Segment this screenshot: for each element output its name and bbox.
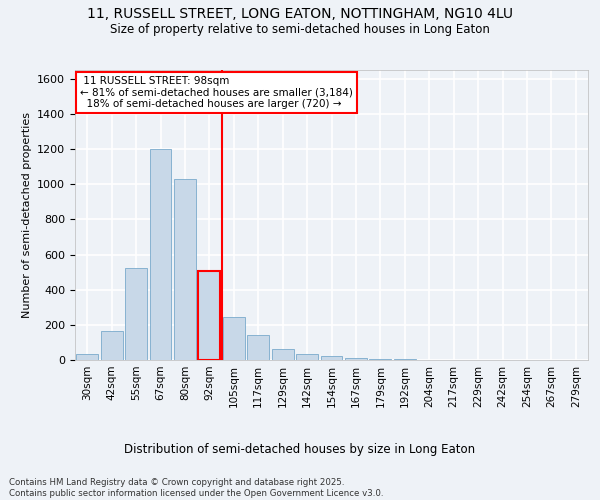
Bar	[149, 149, 172, 360]
Bar	[125, 268, 147, 360]
Bar	[247, 336, 269, 360]
Bar	[272, 348, 293, 360]
Bar	[320, 356, 343, 360]
Bar	[370, 359, 391, 360]
Text: Contains HM Land Registry data © Crown copyright and database right 2025.
Contai: Contains HM Land Registry data © Crown c…	[9, 478, 383, 498]
Bar	[76, 354, 98, 360]
Bar	[199, 271, 220, 360]
Bar	[394, 359, 416, 360]
Y-axis label: Number of semi-detached properties: Number of semi-detached properties	[22, 112, 32, 318]
Text: 11 RUSSELL STREET: 98sqm
← 81% of semi-detached houses are smaller (3,184)
  18%: 11 RUSSELL STREET: 98sqm ← 81% of semi-d…	[80, 76, 353, 109]
Bar	[345, 358, 367, 360]
Text: 11, RUSSELL STREET, LONG EATON, NOTTINGHAM, NG10 4LU: 11, RUSSELL STREET, LONG EATON, NOTTINGH…	[87, 8, 513, 22]
Bar	[223, 317, 245, 360]
Bar	[101, 331, 122, 360]
Text: Size of property relative to semi-detached houses in Long Eaton: Size of property relative to semi-detach…	[110, 22, 490, 36]
Bar	[296, 354, 318, 360]
Bar	[174, 179, 196, 360]
Text: Distribution of semi-detached houses by size in Long Eaton: Distribution of semi-detached houses by …	[124, 442, 476, 456]
